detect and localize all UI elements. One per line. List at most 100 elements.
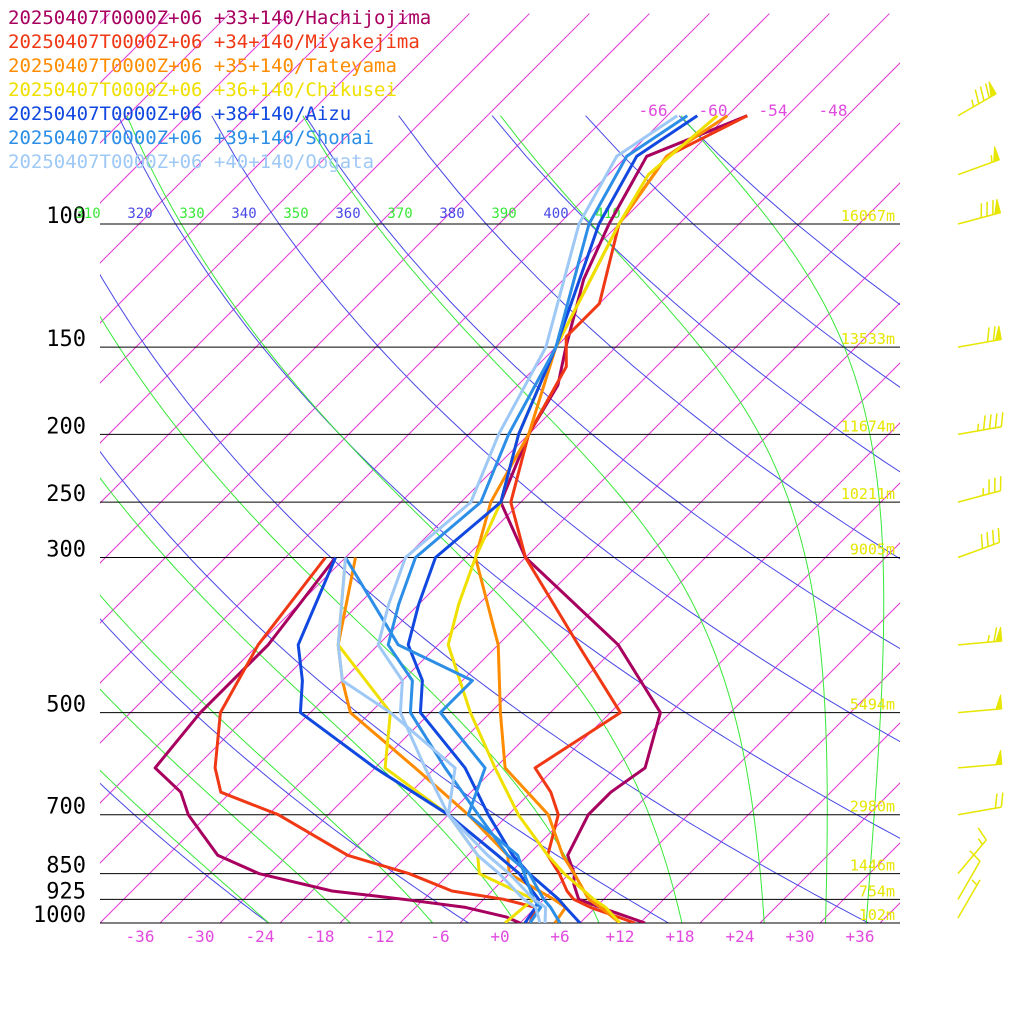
dry-adiabat-line — [211, 115, 900, 743]
height-label: 16067m — [841, 207, 895, 225]
upper-isotherm-label: -48 — [819, 101, 848, 120]
x-tick-label: +6 — [550, 927, 569, 946]
height-label: 10211m — [841, 485, 895, 503]
wind-barb-half-feather — [971, 99, 975, 107]
isobar-lines — [100, 223, 900, 924]
wind-barb — [957, 850, 981, 900]
isotherm-lines — [100, 13, 900, 923]
isotherm-line — [159, 182, 900, 923]
temperature-profile-6 — [376, 114, 679, 923]
height-labels: 16067m 13533m 11674m 10211m 9005m 5494m 2980m 1… — [841, 207, 895, 924]
dewpoint-profile-0 — [153, 556, 521, 923]
isotherm-line — [339, 362, 900, 923]
x-tick-label: -36 — [126, 927, 155, 946]
theta-label: 390 — [491, 206, 516, 222]
moist-adiabat-lines — [100, 115, 885, 923]
legend-entry-miyakejima: 20250407T0000Z+06 +34+140/Miyakejima — [8, 31, 420, 53]
isotherm-line — [100, 13, 830, 744]
wind-barb-pennant — [994, 198, 1002, 215]
theta-labels: 310 320 330 340 350 360 370 380 390 400 410 — [75, 206, 620, 222]
isotherm-line — [100, 13, 530, 444]
isotherm-line — [279, 302, 900, 923]
legend-entry-hachijojima: 20250407T0000Z+06 +33+140/Hachijojima — [8, 7, 432, 29]
legend: 20250407T0000Z+06 +33+140/Hachijojima 20… — [8, 6, 431, 174]
wind-barb-staff — [957, 879, 981, 919]
wind-barb-feather — [988, 414, 992, 429]
pressure-label: 925 — [46, 879, 86, 904]
wind-barb-staff — [957, 211, 1001, 225]
wind-barb-pennant — [994, 325, 1002, 342]
isotherm-line — [639, 662, 900, 923]
wind-barb-half-feather — [990, 155, 993, 163]
wind-barb-pennant — [993, 146, 1000, 163]
dry-adiabat-line — [100, 782, 270, 923]
moist-adiabat-line — [100, 769, 270, 923]
wind-barb-staff — [957, 158, 1000, 176]
x-tick-label: +30 — [786, 927, 815, 946]
height-label: 754m — [859, 882, 895, 900]
isotherm-line — [579, 602, 900, 923]
dewpoint-profile-1 — [213, 556, 538, 923]
upper-isotherm-label: -66 — [639, 101, 668, 120]
moist-adiabat-line — [500, 115, 828, 923]
x-tick-label: +12 — [606, 927, 635, 946]
x-tick-label: -18 — [306, 927, 335, 946]
dry-adiabat-lines — [100, 115, 900, 923]
upper-isotherm-label: -54 — [759, 101, 788, 120]
wind-barb — [957, 325, 1002, 348]
wind-barb-feather — [974, 89, 980, 104]
pressure-label: 700 — [46, 795, 86, 820]
pressure-label: 1000 — [33, 903, 86, 928]
height-label: 9005m — [850, 541, 895, 559]
theta-label: 360 — [335, 206, 360, 222]
upper-isotherm-labels: -66 -60 -54 -48 — [639, 101, 848, 120]
temperature-profile-3 — [446, 114, 719, 923]
wind-barb-feather — [994, 413, 998, 428]
isotherm-line — [100, 13, 770, 684]
wind-barb-pennant — [995, 749, 1003, 766]
wind-barbs — [957, 81, 1004, 919]
height-label: 2980m — [850, 798, 895, 816]
moist-adiabat-line — [100, 594, 434, 923]
legend-entry-shonai: 20250407T0000Z+06 +39+140/Shonai — [8, 127, 375, 149]
wind-barb — [957, 412, 1004, 436]
temperature-profile-5 — [386, 114, 689, 923]
wind-barb-staff — [957, 707, 1002, 714]
height-label: 102m — [859, 906, 895, 924]
wind-barb-feather — [1000, 412, 1004, 427]
pressure-label: 200 — [46, 414, 86, 439]
height-label: 5494m — [850, 696, 895, 714]
pressure-label: 500 — [46, 693, 86, 718]
wind-barb-half-feather — [977, 838, 984, 845]
wind-barb-feather — [977, 827, 987, 841]
upper-isotherm-label: -60 — [699, 101, 728, 120]
x-tick-label: -6 — [430, 927, 449, 946]
isotherm-line — [100, 13, 470, 384]
isotherm-line — [459, 482, 900, 923]
isotherm-line — [100, 13, 590, 504]
dry-adiabat-line — [304, 115, 900, 650]
wind-barb-half-feather — [987, 634, 991, 643]
isotherm-line — [399, 422, 900, 923]
dry-adiabat-line — [100, 618, 470, 923]
x-tick-label: -12 — [366, 927, 395, 946]
isotherm-line — [100, 13, 650, 564]
x-tick-label: +24 — [726, 927, 755, 946]
wind-barb-staff — [957, 426, 1002, 436]
wind-barb-feather — [1000, 792, 1004, 808]
height-label: 13533m — [841, 330, 895, 348]
isotherm-line — [879, 902, 900, 923]
moist-adiabat-line — [100, 315, 600, 923]
isotherm-line — [100, 122, 900, 923]
isotherm-line — [100, 13, 290, 204]
legend-entry-chikusei: 20250407T0000Z+06 +36+140/Chikusei — [8, 79, 397, 101]
wind-barb-feather — [991, 529, 995, 545]
dewpoint-profile-2 — [336, 557, 568, 923]
isotherm-line — [100, 13, 410, 324]
wind-barb-feather — [984, 83, 990, 98]
moist-adiabat-line — [680, 115, 885, 923]
wind-barb-staff — [957, 338, 1002, 348]
wind-barb — [957, 527, 1001, 559]
